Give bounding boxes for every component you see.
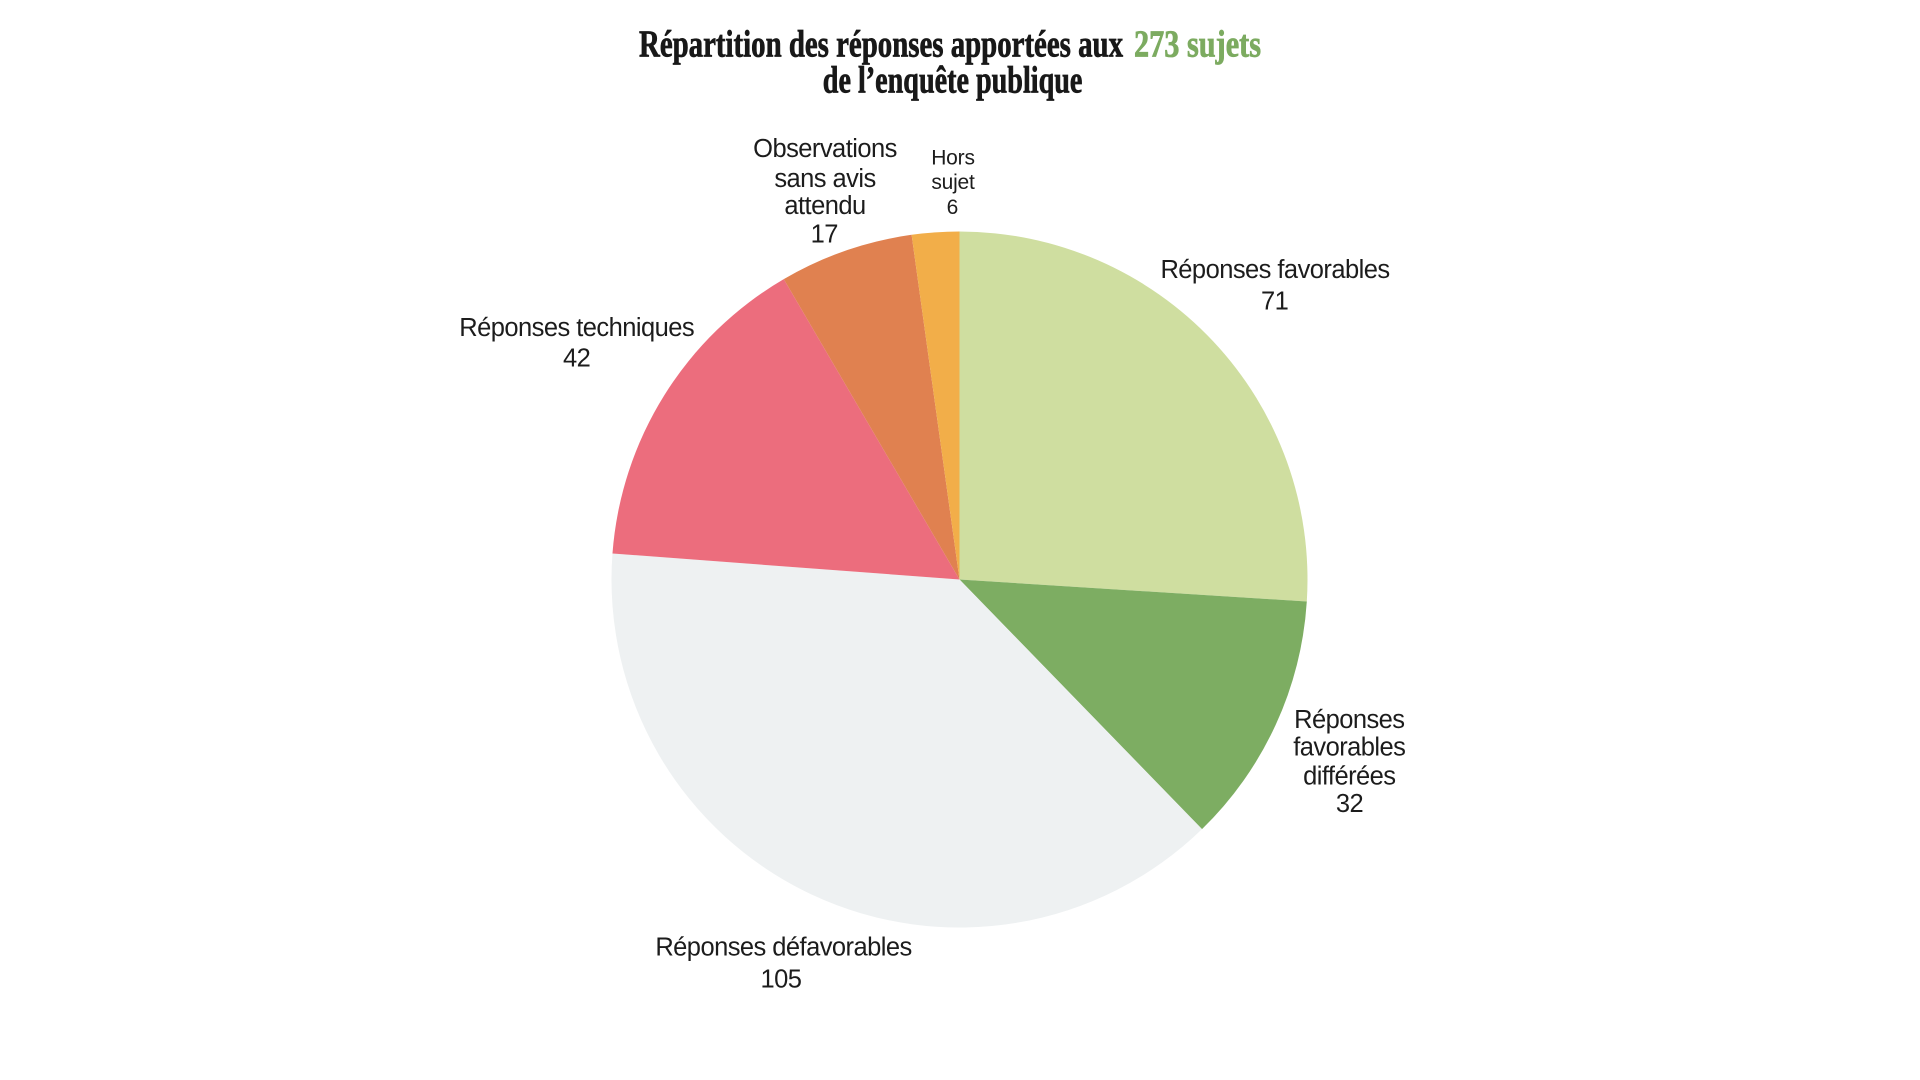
svg-text:273 sujets: 273 sujets — [1134, 23, 1261, 65]
svg-text:17: 17 — [811, 220, 838, 248]
svg-text:Répartition des réponses appor: Répartition des réponses apportées aux — [639, 23, 1123, 65]
svg-text:favorables: favorables — [1293, 733, 1405, 761]
svg-text:sans avis: sans avis — [774, 165, 875, 193]
svg-text:42: 42 — [563, 345, 590, 373]
svg-text:Réponses: Réponses — [1294, 706, 1404, 734]
svg-text:Réponses techniques: Réponses techniques — [459, 314, 694, 342]
svg-text:71: 71 — [1261, 287, 1288, 315]
svg-text:sujet: sujet — [931, 171, 975, 194]
svg-text:attendu: attendu — [784, 192, 865, 220]
svg-text:Réponses favorables: Réponses favorables — [1160, 256, 1389, 284]
svg-text:Hors: Hors — [931, 147, 975, 170]
svg-text:de l’enquête publique: de l’enquête publique — [823, 60, 1083, 102]
svg-text:32: 32 — [1336, 790, 1363, 818]
svg-text:différées: différées — [1303, 762, 1395, 790]
svg-text:Réponses défavorables: Réponses défavorables — [655, 934, 911, 962]
svg-text:Observations: Observations — [753, 135, 897, 163]
svg-text:6: 6 — [947, 196, 958, 219]
svg-text:105: 105 — [760, 965, 801, 993]
